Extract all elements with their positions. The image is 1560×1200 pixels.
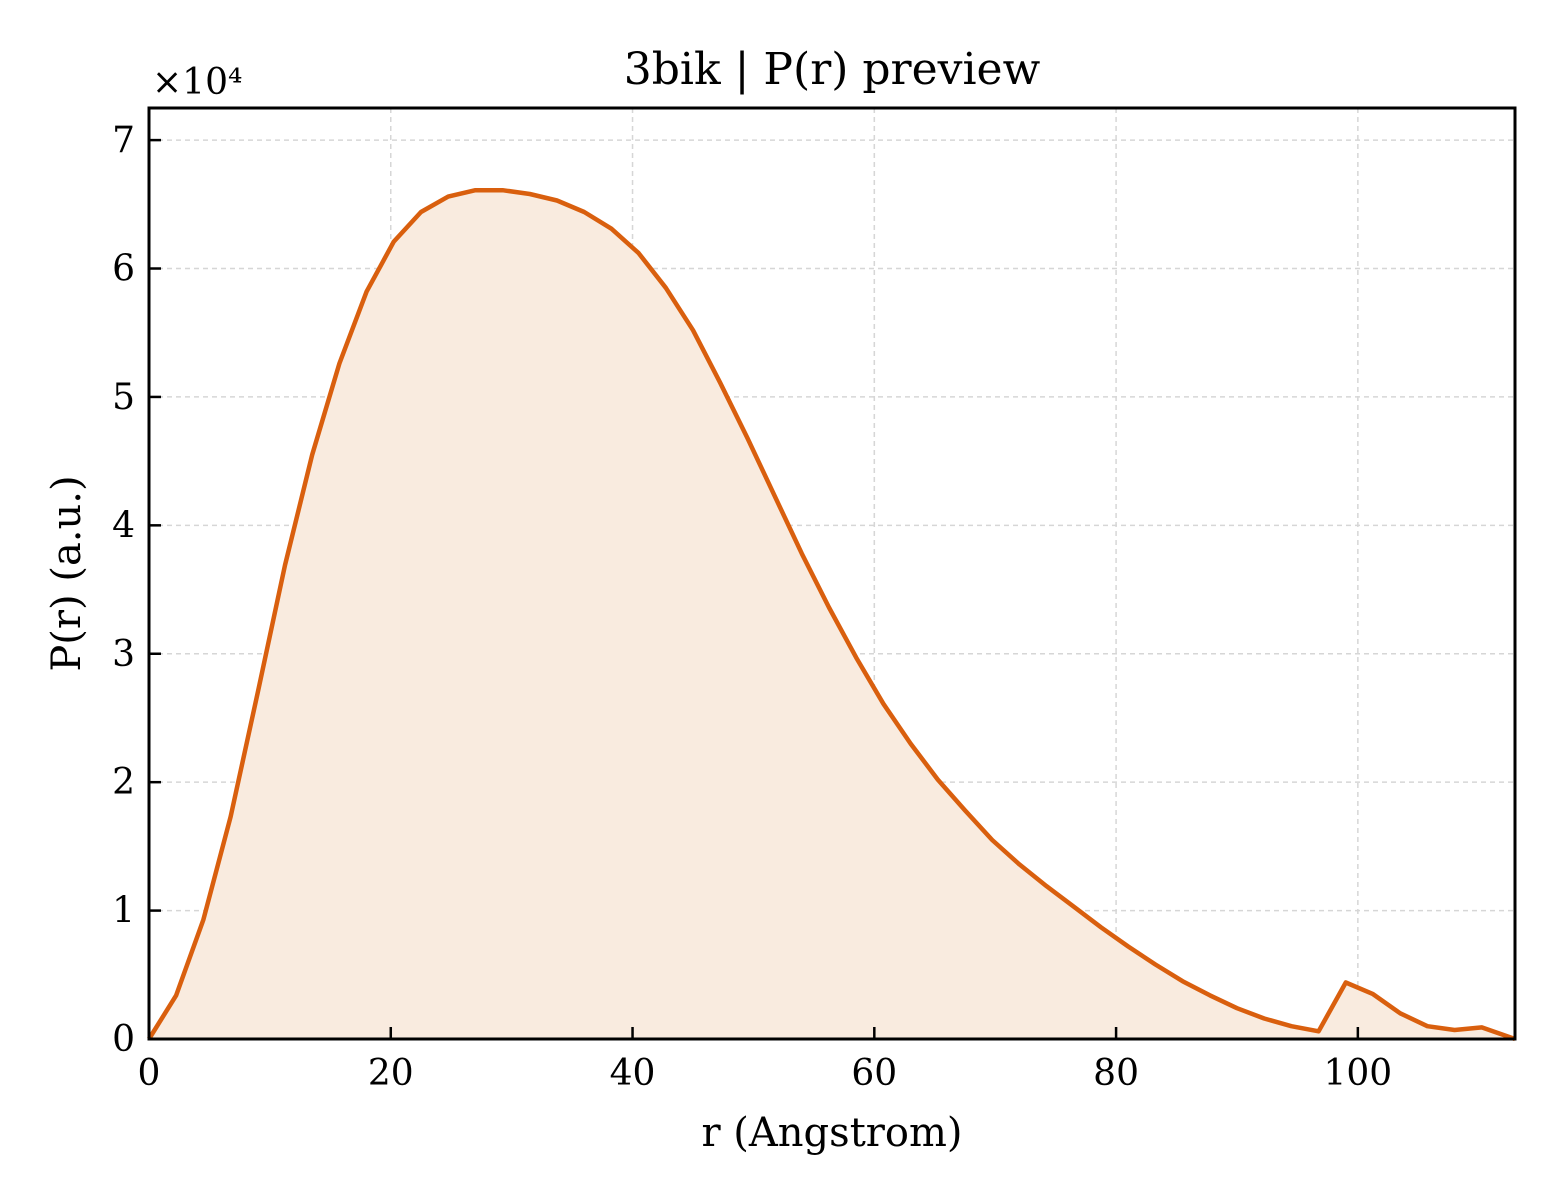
y-tick-label: 7 (112, 120, 135, 161)
x-tick-label: 20 (368, 1053, 414, 1094)
y-tick-label: 5 (112, 377, 135, 418)
ticks (147, 138, 1360, 1041)
y-tick-label: 3 (112, 634, 135, 675)
x-tick-labels: 0 20 40 60 80 100 (138, 1053, 1393, 1094)
y-tick-label: 2 (112, 762, 135, 803)
y-tick-labels: 0 1 2 3 4 5 6 7 (112, 120, 135, 1060)
y-axis-multiplier: ×10⁴ (152, 62, 242, 103)
y-tick-label: 1 (112, 891, 135, 932)
x-tick-label: 100 (1323, 1053, 1392, 1094)
plot-frame (147, 106, 1517, 1041)
x-tick-label: 80 (1093, 1053, 1139, 1094)
chart-title: 3bik | P(r) preview (624, 44, 1041, 95)
x-tick-label: 60 (851, 1053, 897, 1094)
x-tick-label: 40 (610, 1053, 656, 1094)
y-tick-label: 0 (112, 1019, 135, 1060)
x-axis-label: r (Angstrom) (701, 1110, 962, 1156)
series-line (147, 187, 1516, 1042)
y-tick-label: 4 (112, 505, 135, 546)
x-tick-label: 0 (138, 1053, 161, 1094)
y-tick-label: 6 (112, 249, 135, 290)
y-axis-label: P(r) (a.u.) (44, 475, 90, 671)
